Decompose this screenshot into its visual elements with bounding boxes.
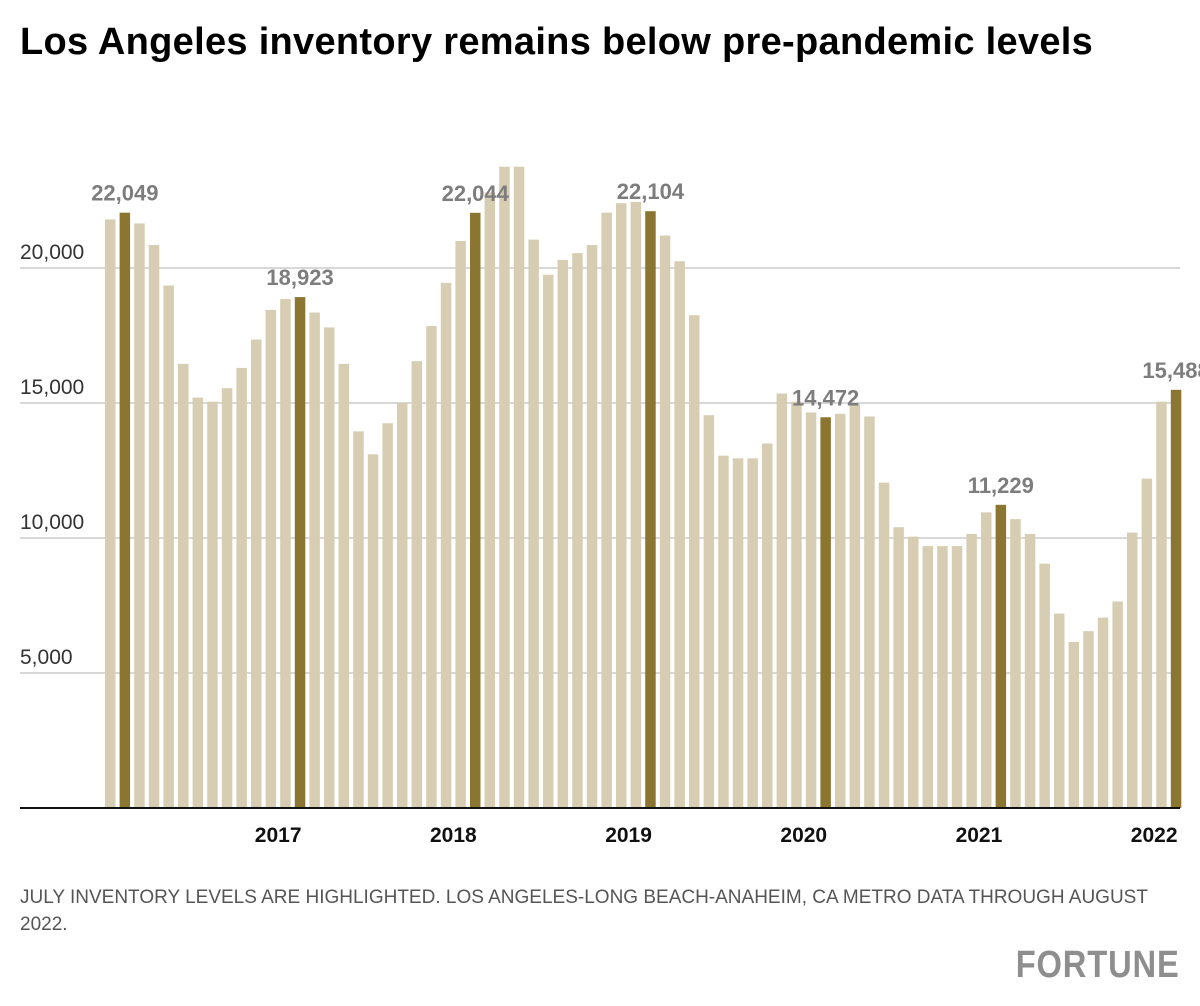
- bar: [981, 512, 992, 808]
- y-tick-label: 20,000: [20, 241, 84, 264]
- bar: [893, 527, 904, 808]
- bar-highlighted: [820, 417, 831, 808]
- bar: [1156, 401, 1167, 808]
- bar: [762, 443, 773, 808]
- bar: [951, 546, 963, 808]
- bar: [426, 326, 437, 808]
- bar: [543, 274, 554, 808]
- y-tick-label: 5,000: [20, 646, 73, 669]
- bar-highlighted: [470, 212, 481, 808]
- bar: [382, 423, 393, 808]
- data-label: 14,472: [792, 385, 859, 410]
- chart-title: Los Angeles inventory remains below pre-…: [20, 21, 1094, 63]
- data-labels: 22,049 18,923 22,044 22,104 14,472 11,229 15,4…: [91, 179, 1200, 498]
- y-axis-tick-labels: 5,000 10,000 15,000 20,000: [20, 241, 84, 669]
- bar: [1097, 617, 1109, 808]
- bar: [178, 363, 189, 808]
- bar: [1068, 641, 1080, 808]
- bar: [718, 455, 729, 808]
- bar: [309, 312, 320, 808]
- bar: [937, 546, 948, 808]
- bar: [674, 261, 685, 808]
- bar: [484, 192, 496, 808]
- data-label: 22,049: [91, 181, 158, 206]
- bar: [1141, 478, 1153, 808]
- bar: [805, 412, 817, 808]
- bar-highlighted: [995, 504, 1007, 808]
- bar: [630, 201, 642, 809]
- bar: [776, 393, 788, 808]
- x-tick-label: 2018: [430, 824, 477, 847]
- bar: [1054, 613, 1065, 808]
- bar: [134, 223, 145, 808]
- bar: [1010, 519, 1021, 808]
- bar: [367, 454, 379, 808]
- data-label: 22,104: [617, 179, 685, 204]
- y-tick-label: 10,000: [20, 511, 84, 534]
- bar: [353, 431, 364, 808]
- bar: [1112, 601, 1123, 808]
- bar: [572, 253, 583, 808]
- bar: [324, 327, 335, 808]
- bar: [908, 536, 919, 808]
- data-label: 22,044: [442, 181, 510, 206]
- bar: [105, 219, 116, 808]
- x-axis-year-labels: 2017 2018 2019 2020 2021 2022: [255, 824, 1178, 847]
- bar: [732, 458, 744, 808]
- bar: [922, 546, 934, 808]
- bar: [280, 299, 291, 808]
- bar: [616, 203, 627, 808]
- bar: [835, 413, 846, 808]
- bar: [878, 482, 890, 808]
- bar: [586, 245, 598, 809]
- bar: [411, 361, 423, 808]
- bar: [864, 416, 875, 808]
- y-tick-label: 15,000: [20, 376, 84, 399]
- bar: [557, 259, 569, 808]
- bar: [251, 339, 262, 808]
- bar: [236, 367, 247, 808]
- bar: [455, 241, 466, 808]
- bar: [1024, 533, 1036, 808]
- bar: [966, 533, 977, 808]
- bar: [207, 401, 218, 808]
- bar-highlighted: [1170, 389, 1182, 808]
- fortune-logo: FORTUNE: [1016, 944, 1180, 986]
- bar: [265, 309, 277, 808]
- bar: [659, 235, 671, 809]
- bar: [703, 415, 715, 808]
- bar: [192, 397, 204, 808]
- bar: [689, 315, 700, 808]
- data-label: 11,229: [968, 473, 1034, 498]
- bar: [1039, 563, 1050, 808]
- bar: [163, 285, 174, 808]
- x-tick-label: 2017: [255, 824, 302, 847]
- x-tick-label: 2021: [956, 824, 1003, 847]
- x-tick-label: 2019: [605, 824, 652, 847]
- bar: [338, 363, 350, 808]
- bar-highlighted: [645, 211, 656, 808]
- bar: [440, 282, 452, 809]
- data-label: 18,923: [266, 265, 333, 290]
- bar: [1127, 532, 1138, 808]
- bar: [397, 403, 408, 808]
- bars: [105, 166, 1182, 809]
- data-label: 15,488: [1142, 358, 1200, 383]
- bar-highlighted: [119, 212, 131, 808]
- bar: [849, 404, 861, 808]
- bar: [513, 166, 525, 808]
- bar-highlighted: [294, 297, 306, 808]
- x-tick-label: 2022: [1131, 824, 1178, 847]
- bar: [1083, 631, 1094, 808]
- bar: [528, 239, 539, 808]
- x-tick-label: 2020: [780, 824, 827, 847]
- bar: [221, 388, 233, 808]
- bar: [747, 458, 758, 808]
- bar: [601, 212, 612, 808]
- footnote: JULY INVENTORY LEVELS ARE HIGHLIGHTED. L…: [20, 887, 1148, 935]
- bar: [148, 245, 160, 809]
- bar: [499, 166, 510, 808]
- bar: [791, 401, 802, 808]
